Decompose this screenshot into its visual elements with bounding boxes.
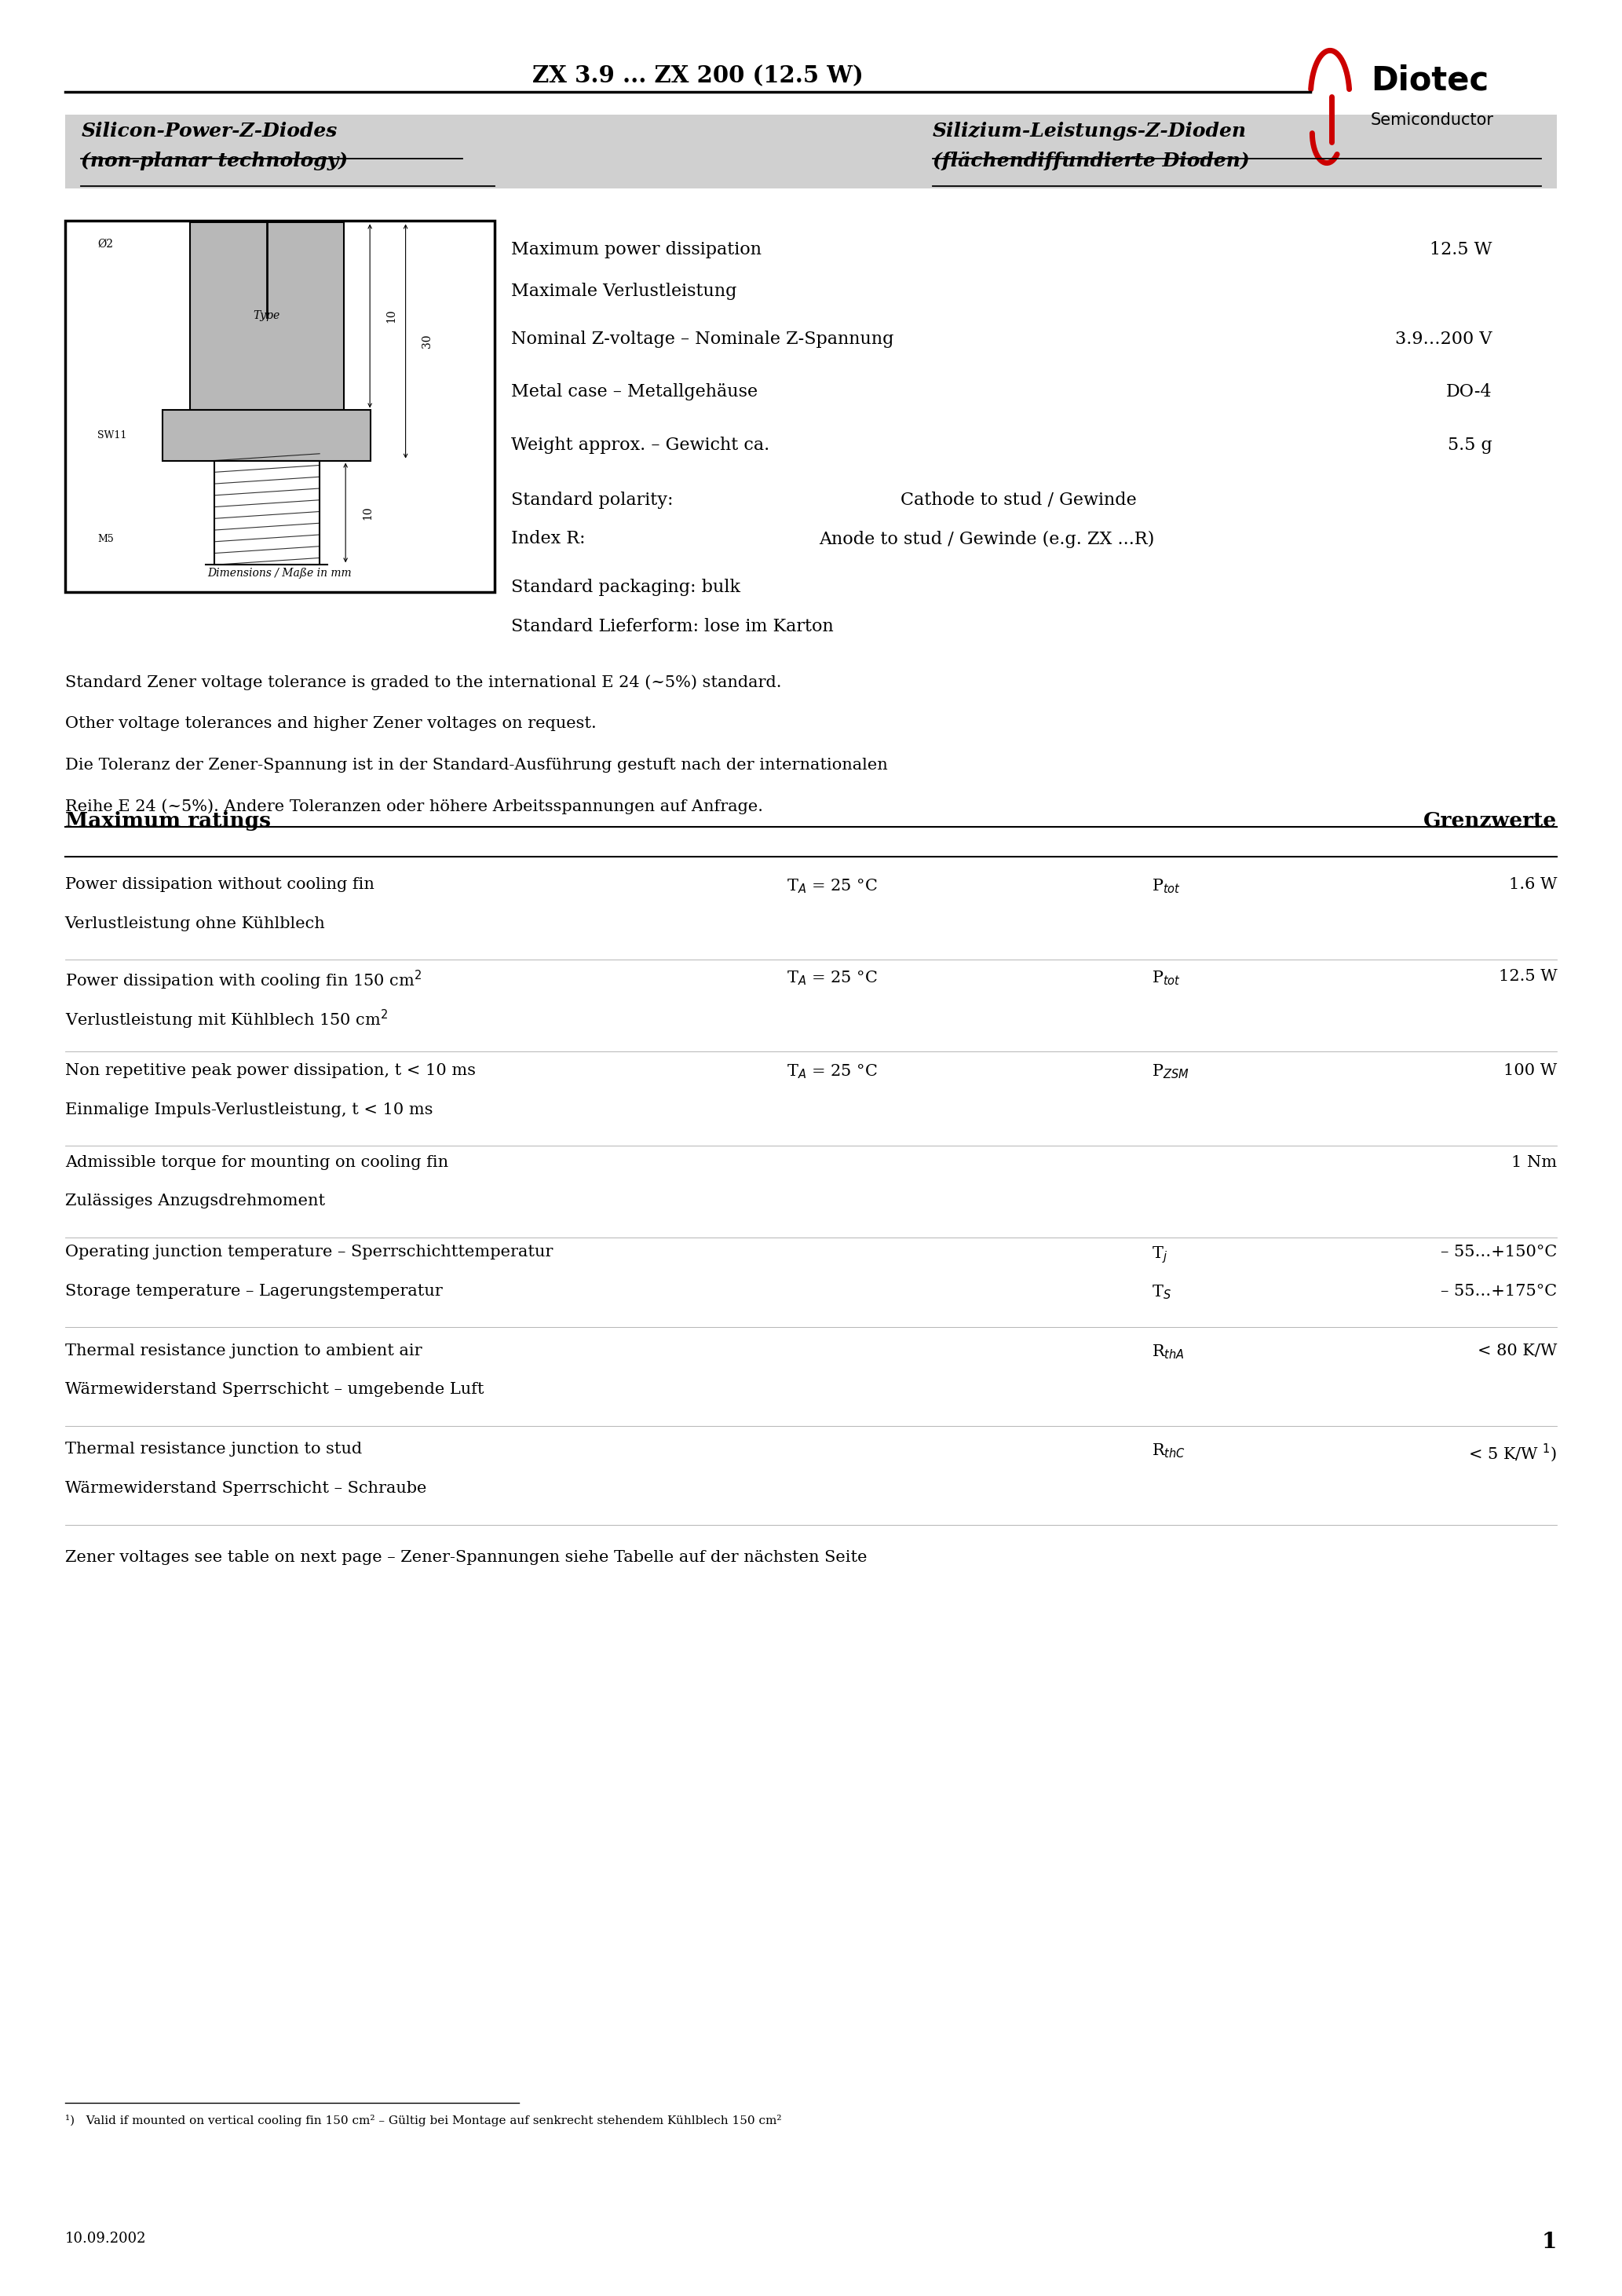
Text: Index R:: Index R: xyxy=(511,530,586,549)
Text: Maximum power dissipation: Maximum power dissipation xyxy=(511,241,761,259)
Text: T$_S$: T$_S$ xyxy=(1152,1283,1171,1302)
Text: Standard packaging: bulk: Standard packaging: bulk xyxy=(511,579,740,597)
Text: T$_A$ = 25 °C: T$_A$ = 25 °C xyxy=(787,1063,878,1081)
Text: 10.09.2002: 10.09.2002 xyxy=(65,2232,146,2245)
Text: Other voltage tolerances and higher Zener voltages on request.: Other voltage tolerances and higher Zene… xyxy=(65,716,597,730)
Text: Standard Lieferform: lose im Karton: Standard Lieferform: lose im Karton xyxy=(511,618,834,636)
Text: Verlustleistung mit Kühlblech 150 cm$^2$: Verlustleistung mit Kühlblech 150 cm$^2$ xyxy=(65,1008,388,1031)
Text: Dimensions / Maße in mm: Dimensions / Maße in mm xyxy=(208,567,352,579)
Text: 10: 10 xyxy=(362,505,373,519)
Text: R$_{thA}$: R$_{thA}$ xyxy=(1152,1343,1184,1362)
Bar xyxy=(214,461,320,565)
Text: 10: 10 xyxy=(386,310,397,324)
Text: ZX 3.9 ... ZX 200 (12.5 W): ZX 3.9 ... ZX 200 (12.5 W) xyxy=(532,64,863,87)
Text: Wärmewiderstand Sperrschicht – umgebende Luft: Wärmewiderstand Sperrschicht – umgebende… xyxy=(65,1382,483,1396)
Text: T$_A$ = 25 °C: T$_A$ = 25 °C xyxy=(787,877,878,895)
Text: R$_{thC}$: R$_{thC}$ xyxy=(1152,1442,1186,1460)
Text: 1 Nm: 1 Nm xyxy=(1512,1155,1557,1169)
Text: 30: 30 xyxy=(422,335,433,349)
Text: Thermal resistance junction to stud: Thermal resistance junction to stud xyxy=(65,1442,362,1456)
Text: P$_{tot}$: P$_{tot}$ xyxy=(1152,877,1181,895)
Text: – 55…+150°C: – 55…+150°C xyxy=(1440,1244,1557,1258)
Text: P$_{ZSM}$: P$_{ZSM}$ xyxy=(1152,1063,1189,1081)
Text: Storage temperature – Lagerungstemperatur: Storage temperature – Lagerungstemperatu… xyxy=(65,1283,443,1297)
Text: Power dissipation without cooling fin: Power dissipation without cooling fin xyxy=(65,877,375,891)
Text: Non repetitive peak power dissipation, t < 10 ms: Non repetitive peak power dissipation, t… xyxy=(65,1063,475,1077)
Text: < 80 K/W: < 80 K/W xyxy=(1478,1343,1557,1357)
Bar xyxy=(65,115,1557,188)
Text: Semiconductor: Semiconductor xyxy=(1371,113,1494,129)
Text: T$_j$: T$_j$ xyxy=(1152,1244,1168,1265)
Text: (flächendiffundierte Dioden): (flächendiffundierte Dioden) xyxy=(933,152,1249,170)
Text: Diotec: Diotec xyxy=(1371,64,1489,96)
Text: P$_{tot}$: P$_{tot}$ xyxy=(1152,969,1181,987)
Text: Cathode to stud / Gewinde: Cathode to stud / Gewinde xyxy=(900,491,1137,510)
Text: ¹)   Valid if mounted on vertical cooling fin 150 cm² – Gültig bei Montage auf s: ¹) Valid if mounted on vertical cooling … xyxy=(65,2115,782,2126)
Text: Einmalige Impuls-Verlustleistung, t < 10 ms: Einmalige Impuls-Verlustleistung, t < 10… xyxy=(65,1102,433,1116)
Text: 1.6 W: 1.6 W xyxy=(1508,877,1557,891)
Text: 7: 7 xyxy=(263,234,271,246)
Text: Silicon-Power-Z-Diodes: Silicon-Power-Z-Diodes xyxy=(81,122,337,140)
Text: Type: Type xyxy=(253,310,281,321)
Text: Grenzwerte: Grenzwerte xyxy=(1424,810,1557,831)
Text: 1: 1 xyxy=(1543,2232,1557,2252)
Text: 12.5 W: 12.5 W xyxy=(1499,969,1557,983)
Text: SW11: SW11 xyxy=(97,429,127,441)
Text: M5: M5 xyxy=(97,533,114,544)
Text: Silizium-Leistungs-Z-Dioden: Silizium-Leistungs-Z-Dioden xyxy=(933,122,1247,140)
Text: Reihe E 24 (~5%). Andere Toleranzen oder höhere Arbeitsspannungen auf Anfrage.: Reihe E 24 (~5%). Andere Toleranzen oder… xyxy=(65,799,762,815)
Text: – 55…+175°C: – 55…+175°C xyxy=(1440,1283,1557,1297)
Text: Weight approx. – Gewicht ca.: Weight approx. – Gewicht ca. xyxy=(511,436,769,455)
Text: 5.5 g: 5.5 g xyxy=(1448,436,1492,455)
Text: < 5 K/W $^{1}$): < 5 K/W $^{1}$) xyxy=(1468,1442,1557,1463)
Bar xyxy=(65,220,495,592)
Text: Ø2: Ø2 xyxy=(97,239,114,250)
Text: Metal case – Metallgehäuse: Metal case – Metallgehäuse xyxy=(511,383,757,402)
Text: Zener voltages see table on next page – Zener-Spannungen siehe Tabelle auf der n: Zener voltages see table on next page – … xyxy=(65,1550,866,1564)
Text: Maximale Verlustleistung: Maximale Verlustleistung xyxy=(511,282,736,301)
Text: Thermal resistance junction to ambient air: Thermal resistance junction to ambient a… xyxy=(65,1343,422,1357)
Text: Zulässiges Anzugsdrehmoment: Zulässiges Anzugsdrehmoment xyxy=(65,1194,324,1208)
Text: Anode to stud / Gewinde (e.g. ZX ...R): Anode to stud / Gewinde (e.g. ZX ...R) xyxy=(819,530,1155,549)
Text: 100 W: 100 W xyxy=(1504,1063,1557,1077)
Bar xyxy=(190,223,344,411)
Bar xyxy=(162,411,371,461)
Text: Operating junction temperature – Sperrschichttemperatur: Operating junction temperature – Sperrsc… xyxy=(65,1244,553,1258)
Text: Standard polarity:: Standard polarity: xyxy=(511,491,673,510)
Text: Admissible torque for mounting on cooling fin: Admissible torque for mounting on coolin… xyxy=(65,1155,448,1169)
Text: 12.5 W: 12.5 W xyxy=(1431,241,1492,259)
Text: T$_A$ = 25 °C: T$_A$ = 25 °C xyxy=(787,969,878,987)
Text: (non-planar technology): (non-planar technology) xyxy=(81,152,349,170)
Text: Die Toleranz der Zener-Spannung ist in der Standard-Ausführung gestuft nach der : Die Toleranz der Zener-Spannung ist in d… xyxy=(65,758,887,771)
Text: Wärmewiderstand Sperrschicht – Schraube: Wärmewiderstand Sperrschicht – Schraube xyxy=(65,1481,427,1495)
Text: Maximum ratings: Maximum ratings xyxy=(65,810,271,831)
Text: Standard Zener voltage tolerance is graded to the international E 24 (~5%) stand: Standard Zener voltage tolerance is grad… xyxy=(65,675,782,691)
Text: Power dissipation with cooling fin 150 cm$^2$: Power dissipation with cooling fin 150 c… xyxy=(65,969,422,992)
Text: 3.9…200 V: 3.9…200 V xyxy=(1395,331,1492,349)
Text: Nominal Z-voltage – Nominale Z-Spannung: Nominal Z-voltage – Nominale Z-Spannung xyxy=(511,331,894,349)
Text: Verlustleistung ohne Kühlblech: Verlustleistung ohne Kühlblech xyxy=(65,916,326,930)
Text: DO-4: DO-4 xyxy=(1447,383,1492,402)
